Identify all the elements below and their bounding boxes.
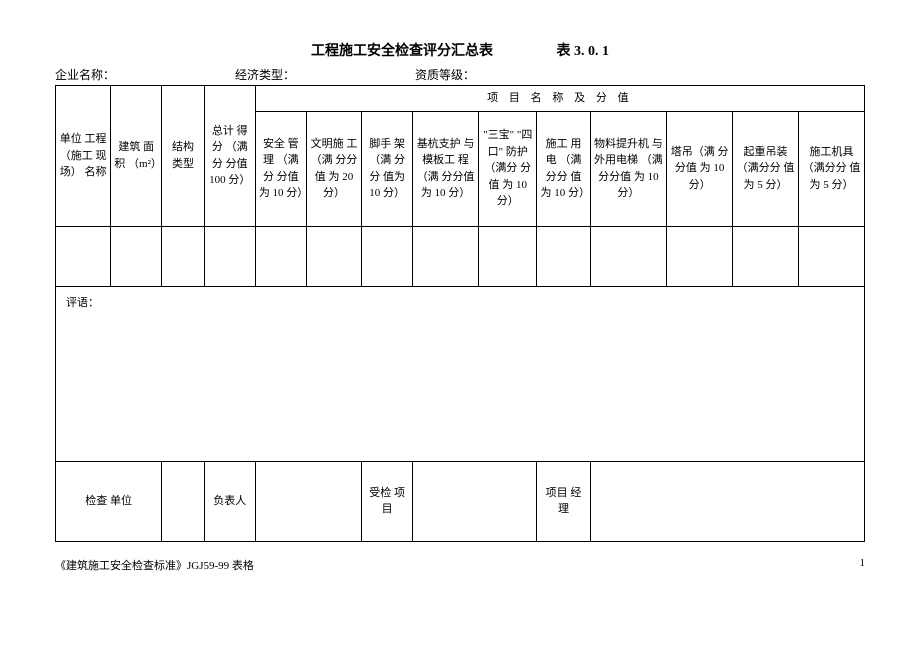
- meta-qual-label: 资质等级：: [415, 66, 475, 83]
- title-row: 工程施工安全检查评分汇总表 表 3. 0. 1: [55, 40, 865, 60]
- title-code: 表 3. 0. 1: [557, 40, 610, 60]
- sign-responsible-label: 负表人: [204, 461, 255, 541]
- meta-econ-label: 经济类型：: [235, 66, 295, 83]
- title-main: 工程施工安全检查评分汇总表: [311, 40, 493, 60]
- cell-civil-const: [306, 226, 361, 286]
- col-machinery: 施工机具 （满分分 值为 5 分）: [798, 111, 864, 226]
- col-safety-mgmt: 安全 管理 （满分 分值 为 10 分）: [255, 111, 306, 226]
- sign-inspected-value: [413, 461, 537, 541]
- col-total-score: 总计 得分 （满分 分值 100 分）: [204, 86, 255, 227]
- col-struct-type: 结构 类型: [162, 86, 205, 227]
- meta-company-label: 企业名称：: [55, 66, 115, 83]
- col-civil-const: 文明施 工（满 分分值 为 20 分）: [306, 111, 361, 226]
- cell-struct-type: [162, 226, 205, 286]
- sign-responsible-value: [255, 461, 361, 541]
- cell-scaffold: [362, 226, 413, 286]
- col-tower: 塔吊（满 分分值 为 10 分）: [667, 111, 733, 226]
- cell-area: [111, 226, 162, 286]
- sign-pm-value: [590, 461, 864, 541]
- header-row-group: 单位 工程 （施工 现场） 名称 建筑 面积 （m²） 结构 类型 总计 得分 …: [56, 86, 865, 112]
- cell-hoist: [590, 226, 667, 286]
- col-unit-project: 单位 工程 （施工 现场） 名称: [56, 86, 111, 227]
- footer-source: 《建筑施工安全检查标准》JGJ59-99 表格: [55, 557, 700, 573]
- cell-three-four: [479, 226, 537, 286]
- summary-table: 单位 工程 （施工 现场） 名称 建筑 面积 （m²） 结构 类型 总计 得分 …: [55, 85, 865, 542]
- cell-unit-project: [56, 226, 111, 286]
- col-area: 建筑 面积 （m²）: [111, 86, 162, 227]
- comment-row: 评语：: [56, 286, 865, 461]
- footer: 《建筑施工安全检查标准》JGJ59-99 表格 1: [55, 557, 865, 573]
- comment-cell: 评语：: [56, 286, 865, 461]
- col-foundation: 基杭支护 与模板工 程（满 分分值为 10 分）: [413, 111, 479, 226]
- footer-page-number: 1: [860, 557, 866, 573]
- data-row: [56, 226, 865, 286]
- cell-machinery: [798, 226, 864, 286]
- cell-total-score: [204, 226, 255, 286]
- sign-check-unit-label: 检查 单位: [56, 461, 162, 541]
- sign-check-unit-value: [162, 461, 205, 541]
- cell-foundation: [413, 226, 479, 286]
- col-lifting: 起重吊装 （满分分 值为 5 分）: [733, 111, 799, 226]
- cell-elec: [537, 226, 590, 286]
- col-elec: 施工 用电 （满分分 值 为 10 分）: [537, 111, 590, 226]
- col-scaffold: 脚手 架（满 分分 值为 10 分）: [362, 111, 413, 226]
- cell-safety-mgmt: [255, 226, 306, 286]
- meta-row: 企业名称： 经济类型： 资质等级：: [55, 66, 865, 83]
- sign-inspected-label: 受检 项目: [362, 461, 413, 541]
- col-hoist: 物料提升机 与外用电梯 （满分分值 为 10 分）: [590, 111, 667, 226]
- col-three-four: "三宝" "四口" 防护 （满分 分值 为 10 分）: [479, 111, 537, 226]
- sign-pm-label: 项目 经理: [537, 461, 590, 541]
- sign-row: 检查 单位 负表人 受检 项目 项目 经理: [56, 461, 865, 541]
- cell-tower: [667, 226, 733, 286]
- cell-lifting: [733, 226, 799, 286]
- col-group-header: 项 目 名 称 及 分 值: [255, 86, 864, 112]
